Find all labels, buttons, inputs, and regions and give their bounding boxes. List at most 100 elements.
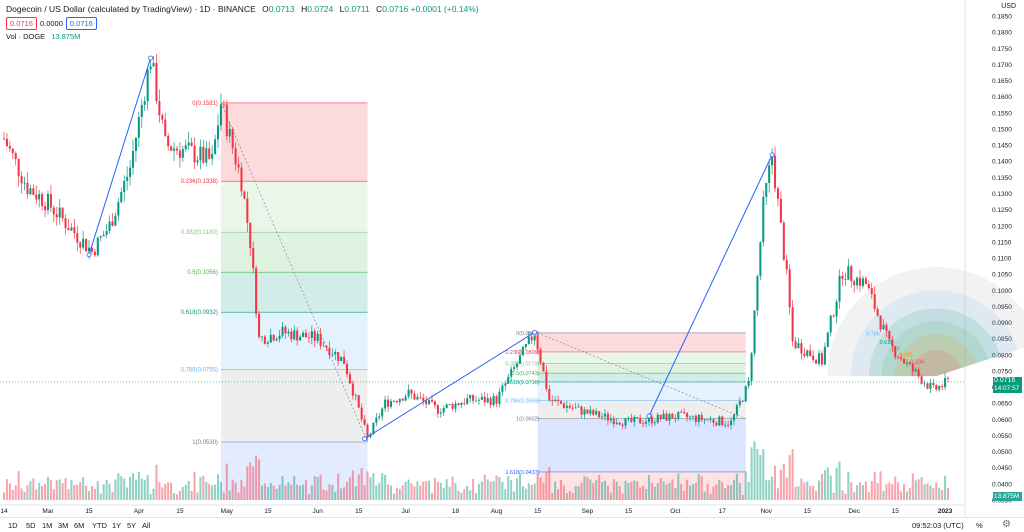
tf-1y[interactable]: 1Y — [112, 521, 122, 530]
candle-body — [853, 281, 856, 286]
volume-bar — [307, 494, 310, 500]
tf-ytd[interactable]: YTD — [92, 521, 107, 530]
candle-body — [170, 146, 173, 151]
volume-bar — [653, 486, 656, 500]
candle-body — [181, 149, 184, 158]
candle-body — [861, 278, 865, 286]
candle-body — [196, 160, 199, 163]
candle-body — [252, 248, 255, 269]
volume-bar — [524, 488, 527, 500]
price-tick-label: 0.0550 — [992, 433, 1012, 440]
volume-bar — [64, 478, 67, 500]
gear-icon[interactable]: ⚙ — [1002, 519, 1011, 530]
volume-bar — [14, 485, 17, 500]
candle-body — [486, 398, 489, 403]
volume-bar — [741, 494, 744, 500]
sell-button[interactable]: 0.0716 — [6, 17, 37, 30]
candle-body — [178, 150, 181, 158]
candle-body — [891, 339, 894, 347]
candle-body — [29, 188, 32, 195]
volume-bar — [26, 484, 29, 500]
tf-5y[interactable]: 5Y — [127, 521, 137, 530]
fib-zone — [537, 332, 746, 352]
volume-bar — [345, 481, 349, 500]
tf-1d[interactable]: 1D — [8, 521, 18, 530]
candle-body — [797, 343, 800, 349]
trend-handle — [362, 436, 367, 442]
candle-body — [888, 330, 891, 340]
tf-5d[interactable]: 5D — [26, 521, 36, 530]
candle-body — [650, 416, 653, 424]
volume-bar — [395, 487, 398, 500]
candle-body — [463, 402, 466, 404]
volume-bar — [712, 486, 715, 500]
candle-body — [413, 393, 416, 400]
tf-3m[interactable]: 3M — [58, 521, 69, 530]
volume-bar — [545, 471, 548, 500]
trend-line — [88, 57, 152, 255]
fib-fan-arc — [894, 334, 977, 377]
candle-body — [281, 326, 284, 336]
fib-level-label: 0.382(0.0773) — [505, 362, 539, 368]
volume-legend[interactable]: Vol · DOGE 13.875M — [6, 32, 80, 41]
symbol-title[interactable]: Dogecoin / US Dollar (calculated by Trad… — [6, 4, 256, 14]
volume-bar — [67, 489, 70, 500]
candle-body — [562, 403, 565, 408]
candle-body — [483, 396, 486, 403]
volume-bar — [771, 476, 774, 500]
candle-body — [372, 422, 375, 434]
tf-6m[interactable]: 6M — [74, 521, 85, 530]
candle-body — [460, 402, 463, 406]
price-tick-label: 0.0650 — [992, 401, 1012, 408]
candle-body — [539, 349, 542, 363]
price-tick-label: 0.0950 — [992, 304, 1012, 311]
candle-body — [932, 382, 935, 385]
candle-body — [143, 101, 146, 105]
volume-bar — [879, 471, 882, 500]
price-tick-label: 0.1800 — [992, 30, 1012, 37]
fib-zone — [537, 351, 746, 364]
volume-bar — [562, 485, 565, 500]
candle-body — [510, 368, 513, 377]
candle-body — [164, 119, 167, 136]
candle-body — [908, 362, 911, 364]
candle-body — [337, 352, 340, 361]
volume-bar — [645, 488, 648, 500]
candle-body — [706, 419, 709, 421]
volume-bar — [416, 481, 419, 500]
volume-bar — [788, 455, 791, 500]
volume-bar — [894, 476, 897, 500]
candle-body — [126, 176, 129, 181]
candle-body — [820, 353, 823, 365]
trend-handle — [148, 55, 153, 61]
percent-toggle[interactable]: % — [976, 521, 983, 530]
candle-body — [656, 414, 659, 423]
volume-bar — [812, 485, 815, 500]
candle-body — [753, 310, 756, 354]
candle-body — [448, 404, 451, 405]
time-tick-label: Apr — [134, 508, 145, 515]
candle-body — [768, 165, 771, 183]
candle-body — [316, 333, 319, 341]
currency-label[interactable]: USD — [1001, 3, 1016, 10]
utc-clock[interactable]: 09:52:03 (UTC) — [912, 521, 964, 530]
buy-button[interactable]: 0.0716 — [65, 17, 97, 30]
candle-body — [823, 346, 826, 365]
volume-bar — [372, 472, 375, 500]
volume-bar — [926, 483, 929, 500]
candle-body — [167, 135, 170, 147]
candle-body — [466, 398, 469, 404]
candle-body — [255, 268, 258, 314]
volume-bar — [143, 479, 146, 500]
tf-all[interactable]: All — [142, 521, 151, 530]
tf-1m[interactable]: 1M — [42, 521, 53, 530]
volume-bar — [715, 484, 718, 500]
candle-body — [46, 193, 50, 211]
candle-body — [782, 222, 785, 260]
volume-bar — [328, 484, 331, 500]
volume-bar — [93, 488, 96, 500]
candle-body — [32, 188, 35, 195]
candle-body — [8, 146, 11, 149]
volume-bar — [656, 482, 659, 500]
